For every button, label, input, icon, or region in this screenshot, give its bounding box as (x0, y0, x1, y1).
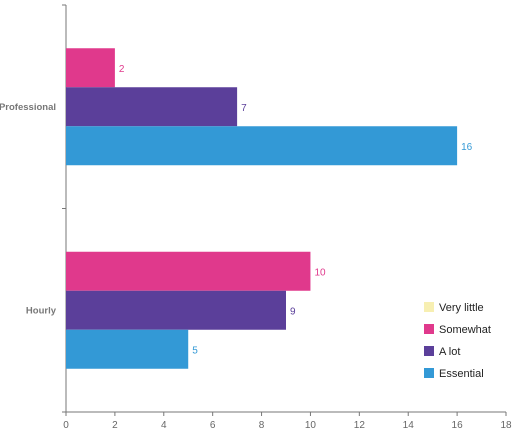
data-label: 2 (119, 64, 125, 75)
bar (66, 48, 115, 88)
data-label: 7 (241, 103, 247, 114)
bar (66, 87, 238, 127)
legend-label: A lot (439, 346, 460, 358)
legend-label: Essential (439, 368, 484, 380)
x-tick-label: 12 (354, 420, 366, 431)
chart-bars (66, 48, 458, 369)
category-label: Hourly (26, 305, 57, 316)
x-tick-label: 2 (112, 420, 118, 431)
data-label: 16 (461, 142, 473, 153)
chart-legend: Very little Somewhat A lot Essential (424, 302, 491, 380)
x-tick-label: 14 (403, 420, 415, 431)
legend-swatch (424, 368, 434, 378)
x-tick-label: 18 (500, 420, 512, 431)
legend-swatch (424, 346, 434, 356)
x-tick-label: 0 (63, 420, 69, 431)
legend-swatch (424, 302, 434, 312)
chart-labels: 0 2 4 6 8 10 12 14 16 18 Professional 2 7 16 Hourly 10 9… (0, 64, 512, 431)
x-tick-label: 6 (210, 420, 216, 431)
x-tick-label: 8 (259, 420, 265, 431)
legend-swatch (424, 324, 434, 334)
bar (66, 251, 311, 291)
x-tick-label: 4 (161, 420, 167, 431)
x-tick-label: 10 (305, 420, 317, 431)
data-label: 9 (290, 306, 296, 317)
category-label: Professional (0, 102, 56, 113)
bar (66, 290, 286, 330)
legend-label: Somewhat (439, 324, 491, 336)
x-tick-label: 16 (452, 420, 464, 431)
bar (66, 329, 189, 369)
data-label: 10 (314, 267, 326, 278)
bar (66, 126, 458, 166)
legend-label: Very little (439, 302, 484, 314)
data-label: 5 (192, 345, 198, 356)
